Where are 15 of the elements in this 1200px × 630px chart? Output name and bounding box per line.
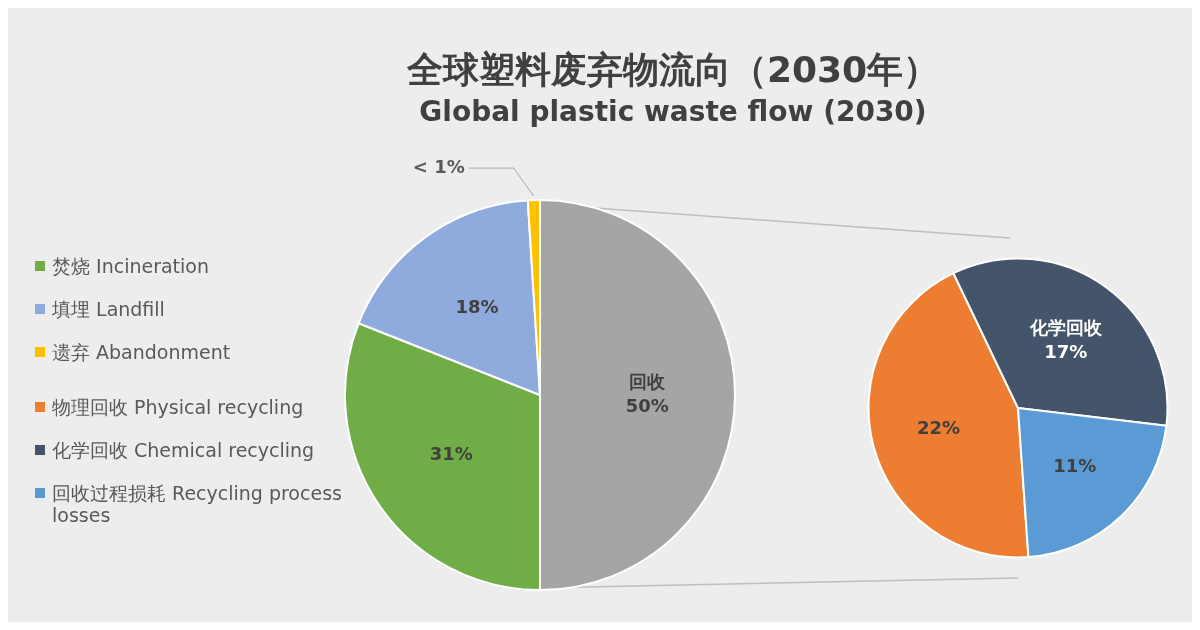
legend-label: 化学回收 Chemical recycling (52, 439, 315, 461)
legend-label: 焚烧 Incineration (52, 255, 209, 277)
data-label: 11% (1053, 455, 1097, 477)
data-label: 31% (429, 442, 473, 464)
data-label: 回收 50% (625, 370, 669, 416)
data-label: < 1% (412, 155, 465, 177)
legend-label: 填埋 Landfill (52, 298, 165, 320)
legend-label: 遗弃 Abandonment (52, 341, 231, 363)
data-label: 22% (916, 416, 961, 438)
legend-label: 物理回收 Physical recycling (52, 396, 304, 418)
chart-title: 全球塑料废弃物流向（2030年） (405, 48, 941, 92)
legend-label: 回收过程损耗 Recycling process losses (52, 482, 343, 526)
data-label: 18% (455, 295, 499, 317)
data-label: 化学回收 17% (1028, 316, 1103, 362)
chart-subtitle: Global plastic waste flow (2030) (418, 94, 928, 130)
